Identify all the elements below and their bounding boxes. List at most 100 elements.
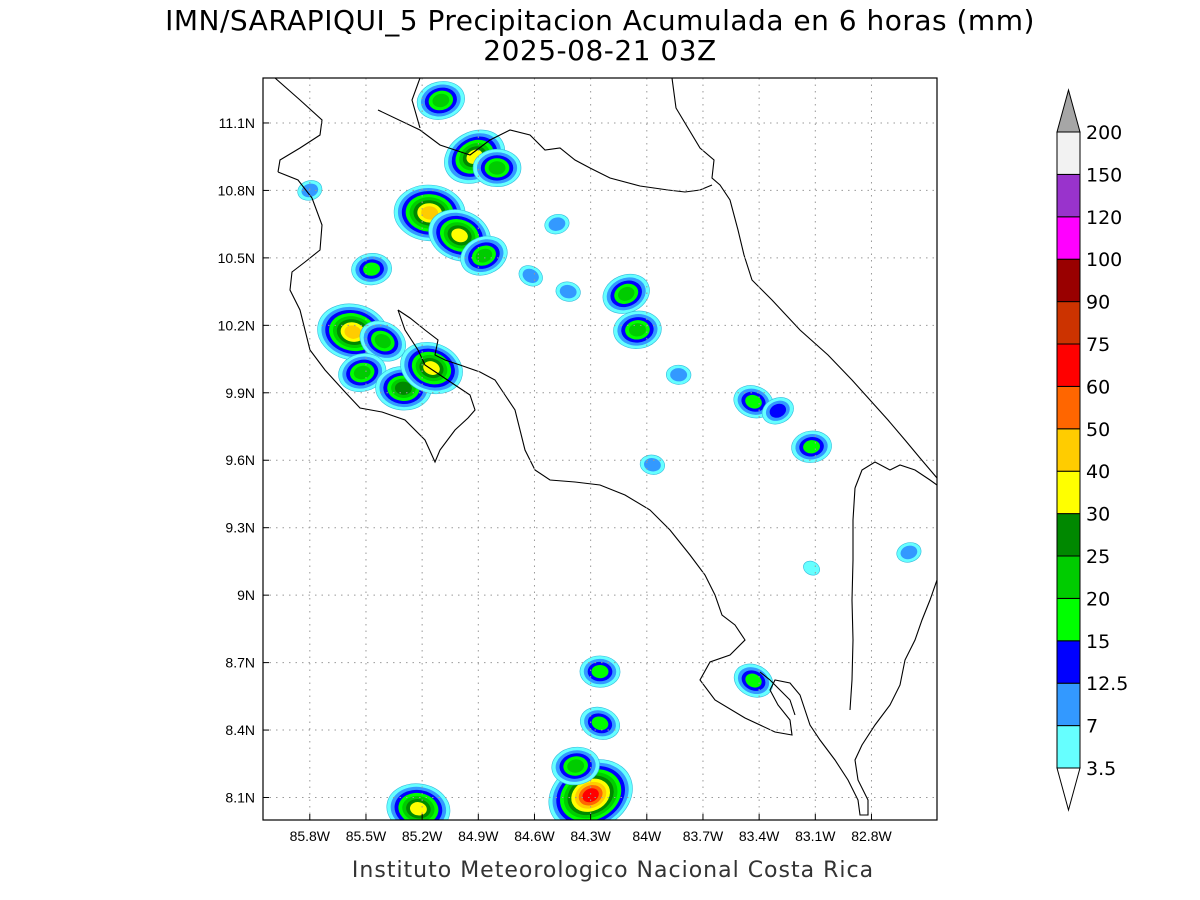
colorbar-label: 20 <box>1086 588 1110 610</box>
lon-tick-label: 82.8W <box>851 828 892 844</box>
lat-tick-label: 9.3N <box>225 520 255 536</box>
rain-contour <box>900 545 918 560</box>
colorbar-label: 15 <box>1086 631 1110 653</box>
rain-contour <box>353 365 371 380</box>
rain-cell <box>359 320 406 362</box>
colorbar-label: 75 <box>1086 334 1110 356</box>
lat-tick-label: 9.9N <box>225 385 255 401</box>
rain-contour <box>559 284 577 299</box>
rain-contour <box>567 759 585 773</box>
rain-contour <box>421 206 439 220</box>
colorbar-swatch <box>1056 131 1081 175</box>
lat-tick-label: 8.7N <box>225 655 255 671</box>
rain-cell <box>551 746 600 786</box>
lat-tick-label: 11.1N <box>219 115 255 131</box>
colorbar: 3.5 7 12.5 15 20 25 30 40 50 60 75 90 100 120 150 200 <box>1056 88 1128 812</box>
rain-cell <box>733 663 774 698</box>
lon-tick-label: 84.9W <box>458 828 499 844</box>
lon-tick-label: 83.7W <box>683 828 724 844</box>
lon-tick-label: 84.3W <box>570 828 611 844</box>
lat-tick-label: 8.1N <box>225 790 255 806</box>
colorbar-swatch <box>1056 555 1081 599</box>
rain-cell <box>639 454 666 475</box>
map-axes: 85.8W 85.5W 85.2W 84.9W 84.6W 84.3W 84W 83.7W 83… <box>218 115 893 844</box>
rain-contour <box>522 268 539 283</box>
rain-cell <box>555 281 581 302</box>
rain-contour <box>451 228 468 243</box>
colorbar-swatch <box>1056 301 1081 345</box>
lon-tick-label: 83.4W <box>739 828 780 844</box>
rain-cell <box>791 430 832 463</box>
colorbar-label: 120 <box>1086 207 1122 229</box>
rain-cell <box>544 213 570 235</box>
rain-contour <box>488 161 506 175</box>
rain-contour <box>769 403 787 418</box>
caribbean-coast <box>671 78 937 479</box>
rain-cell <box>803 560 820 576</box>
rain-cell <box>602 273 650 314</box>
colorbar-swatch <box>1056 173 1081 218</box>
rain-contour <box>409 802 427 816</box>
colorbar-label: 7 <box>1086 716 1098 738</box>
colorbar-swatch <box>1056 258 1081 303</box>
colorbar-label: 40 <box>1086 461 1110 483</box>
map-grid <box>263 78 937 820</box>
colorbar-label: 25 <box>1086 546 1110 568</box>
colorbar-label: 100 <box>1086 249 1122 271</box>
colorbar-under-arrow <box>1056 767 1081 812</box>
colorbar-swatch <box>1056 725 1081 769</box>
nicaragua-pacific-coast <box>274 78 323 173</box>
lon-tick-label: 85.8W <box>290 828 331 844</box>
colorbar-label: 200 <box>1086 122 1122 144</box>
map-frame <box>262 77 938 821</box>
lat-tick-label: 9N <box>237 587 255 603</box>
osa-peninsula <box>759 671 796 716</box>
rain-contour <box>591 716 609 731</box>
lon-tick-label: 84W <box>632 828 662 844</box>
rain-contour <box>591 664 609 679</box>
rain-cell <box>351 253 392 286</box>
rain-cell <box>460 235 508 276</box>
colorbar-swatch <box>1056 470 1081 515</box>
rain-contour <box>394 381 412 395</box>
rain-cell <box>472 148 522 188</box>
rain-cell <box>761 397 794 425</box>
rain-cell <box>338 353 387 392</box>
colorbar-label: 30 <box>1086 504 1110 526</box>
colorbar-swatch <box>1056 216 1081 260</box>
rain-contour <box>344 325 362 339</box>
colorbar-swatch <box>1056 343 1081 387</box>
footer-credit: Instituto Meteorologico Nacional Costa R… <box>352 858 874 883</box>
map-title-line2: 2025-08-21 03Z <box>483 34 716 67</box>
lon-tick-label: 84.6W <box>514 828 555 844</box>
colorbar-swatch <box>1056 682 1081 727</box>
colorbar-label: 90 <box>1086 292 1110 314</box>
rain-cell <box>416 81 465 120</box>
lon-tick-label: 83.1W <box>795 828 836 844</box>
rain-contour <box>803 560 820 576</box>
rain-contour <box>643 458 661 472</box>
colorbar-swatch <box>1056 640 1081 684</box>
rain-cell <box>613 310 662 349</box>
lat-tick-label: 8.4N <box>225 722 255 738</box>
rain-contour <box>582 788 599 803</box>
rain-contour <box>745 394 762 409</box>
rain-contour <box>628 323 646 337</box>
rain-cell <box>386 783 451 820</box>
colorbar-swatch <box>1056 428 1081 472</box>
panama-border <box>854 461 937 489</box>
lon-tick-label: 85.5W <box>346 828 387 844</box>
colorbar-swatch <box>1056 385 1081 430</box>
colorbar-label: 150 <box>1086 164 1122 186</box>
lat-tick-label: 9.6N <box>225 452 255 468</box>
colorbar-swatch <box>1056 513 1081 557</box>
lake-nicaragua-shore <box>411 78 421 129</box>
colorbar-swatch <box>1056 597 1081 642</box>
rain-contour <box>374 333 391 349</box>
rain-contour <box>745 673 762 688</box>
rain-cell <box>518 265 543 287</box>
rain-contour <box>475 248 493 263</box>
panama-border-south <box>849 487 856 711</box>
lon-tick-label: 85.2W <box>402 828 443 844</box>
colorbar-label: 50 <box>1086 419 1110 441</box>
